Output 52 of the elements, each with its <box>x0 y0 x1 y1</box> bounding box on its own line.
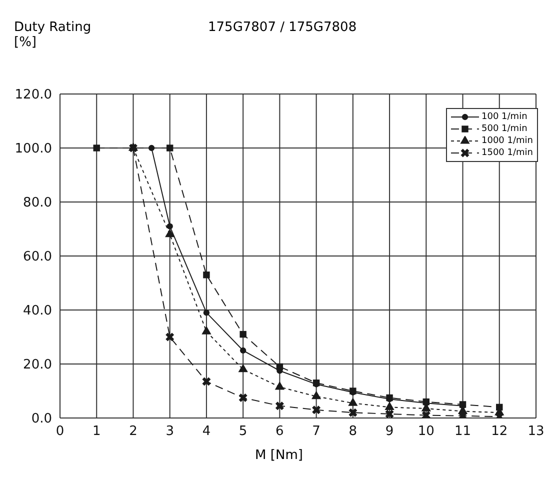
point <box>166 223 173 230</box>
x-tick-label: 6 <box>276 424 284 440</box>
point <box>422 411 430 418</box>
point <box>165 228 175 238</box>
point <box>385 410 394 418</box>
point <box>93 144 100 152</box>
y-tick-label: 100.0 <box>14 142 52 157</box>
point <box>238 364 248 372</box>
point <box>240 347 246 354</box>
legend-label: 500 1/min <box>482 124 528 134</box>
y-tick-label: 0.0 <box>31 412 52 427</box>
point <box>202 326 212 334</box>
y-tick-label: 60.0 <box>23 250 52 265</box>
point <box>203 310 210 316</box>
point <box>276 363 284 370</box>
x-tick-label: 11 <box>454 424 472 440</box>
point <box>166 144 174 152</box>
point <box>203 272 210 278</box>
point <box>238 394 248 402</box>
legend-label: 1000 1/min <box>482 136 533 146</box>
x-tick-label: 7 <box>312 424 320 440</box>
x-tick-label: 1 <box>92 424 101 440</box>
point <box>166 332 174 342</box>
x-axis-title: M [Nm] <box>254 448 304 463</box>
x-tick-label: 3 <box>166 424 174 440</box>
legend-label: 100 1/min <box>482 112 528 122</box>
x-tick-label: 2 <box>129 424 138 440</box>
x-tick-label: 0 <box>56 424 64 440</box>
point <box>275 402 284 410</box>
point <box>348 398 358 406</box>
y-tick-label: 20.0 <box>23 358 52 373</box>
legend-label: 1500 1/min <box>482 148 533 158</box>
x-tick-label: 4 <box>202 424 211 440</box>
point <box>202 377 211 386</box>
chart-title: 175G7807 / 175G7808 <box>208 20 357 35</box>
y-tick-label: 80.0 <box>23 196 52 211</box>
point <box>274 381 284 390</box>
x-tick-label: 10 <box>418 424 434 440</box>
point <box>240 330 246 338</box>
x-tick-label: 5 <box>238 424 248 440</box>
x-tick-label: 9 <box>385 424 394 440</box>
y-tick-label: 120.0 <box>14 88 52 103</box>
y-tick-label: 40.0 <box>23 304 52 319</box>
point <box>148 144 155 152</box>
point <box>312 406 321 414</box>
x-tick-label: 12 <box>491 424 508 440</box>
point <box>348 408 358 417</box>
x-tick-label: 13 <box>528 424 544 440</box>
point <box>312 390 322 400</box>
y-axis-title: Duty Rating [%] <box>14 20 92 50</box>
point <box>384 402 394 410</box>
x-tick-label: 8 <box>348 424 358 440</box>
